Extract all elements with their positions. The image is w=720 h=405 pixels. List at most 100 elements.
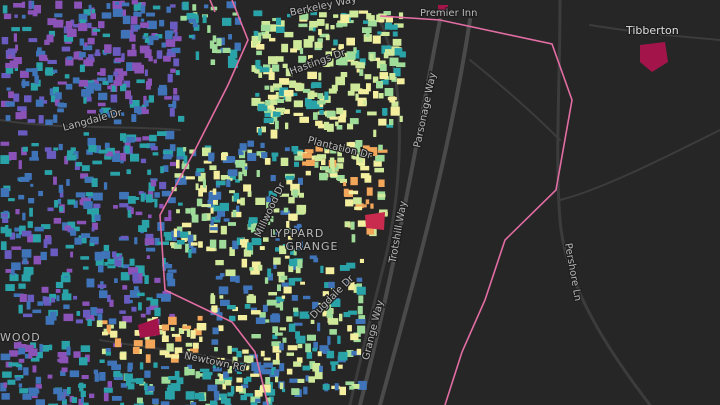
building: [327, 123, 334, 132]
building: [288, 213, 298, 221]
building: [295, 265, 301, 274]
building: [187, 364, 193, 373]
building: [335, 76, 345, 86]
building: [190, 402, 197, 405]
building: [66, 346, 71, 356]
building: [100, 68, 106, 76]
building: [124, 295, 130, 304]
building: [358, 295, 364, 304]
building: [173, 58, 180, 67]
building: [297, 378, 305, 383]
building: [237, 315, 248, 321]
building: [17, 365, 23, 371]
building: [65, 244, 74, 249]
building: [348, 190, 359, 195]
building: [83, 97, 87, 104]
building: [293, 307, 299, 312]
building: [175, 70, 180, 76]
building: [182, 325, 192, 329]
building: [350, 143, 361, 153]
building: [270, 85, 280, 91]
building: [351, 154, 358, 159]
building: [274, 369, 280, 375]
building: [94, 373, 99, 382]
building: [128, 267, 139, 275]
building: [351, 350, 361, 356]
building: [272, 18, 280, 22]
building: [56, 295, 60, 302]
building: [293, 40, 302, 49]
building: [61, 293, 72, 301]
building: [337, 149, 342, 157]
building: [355, 109, 361, 113]
building: [223, 218, 230, 222]
building: [319, 110, 324, 115]
building: [256, 50, 262, 56]
building: [355, 140, 363, 147]
building: [168, 376, 178, 380]
building: [378, 93, 384, 99]
building: [219, 202, 229, 212]
building: [198, 188, 203, 197]
building: [339, 386, 346, 396]
building: [96, 320, 103, 327]
building: [133, 286, 139, 291]
building: [53, 114, 58, 123]
building: [193, 328, 202, 336]
building: [372, 76, 379, 83]
building: [205, 403, 212, 405]
building: [132, 272, 139, 282]
building: [343, 182, 347, 187]
building: [262, 304, 268, 312]
building: [321, 59, 326, 64]
building: [170, 68, 176, 73]
building: [383, 11, 391, 16]
building: [190, 207, 196, 216]
building: [272, 155, 277, 162]
building: [165, 236, 172, 241]
building: [379, 72, 389, 80]
building: [180, 231, 189, 238]
building: [171, 243, 175, 249]
building: [246, 295, 256, 304]
building: [38, 190, 43, 197]
building: [126, 206, 132, 210]
building: [326, 111, 336, 119]
building: [146, 307, 151, 315]
building: [302, 365, 311, 371]
building: [57, 102, 65, 107]
building: [272, 343, 282, 353]
building: [328, 318, 339, 325]
building: [268, 56, 278, 65]
building: [127, 365, 132, 372]
building: [133, 340, 143, 347]
building: [165, 130, 175, 140]
building: [45, 315, 55, 325]
building: [271, 116, 278, 122]
building: [247, 191, 252, 197]
building: [35, 99, 44, 107]
building: [356, 68, 360, 73]
building: [380, 63, 387, 72]
building: [276, 26, 285, 33]
building: [346, 142, 355, 149]
building: [279, 327, 286, 331]
building: [207, 199, 215, 209]
building: [377, 149, 388, 153]
building: [215, 215, 221, 220]
building: [210, 293, 214, 301]
boundary-line: [379, 15, 573, 405]
building: [133, 403, 139, 405]
building: [3, 210, 9, 215]
building: [269, 97, 278, 105]
building: [18, 130, 27, 136]
building: [65, 83, 73, 90]
building: [142, 136, 152, 141]
building: [322, 309, 327, 317]
building: [69, 396, 74, 403]
building: [271, 152, 279, 157]
building: [280, 157, 289, 166]
building: [88, 145, 97, 153]
building: [27, 234, 33, 243]
building: [127, 49, 137, 57]
